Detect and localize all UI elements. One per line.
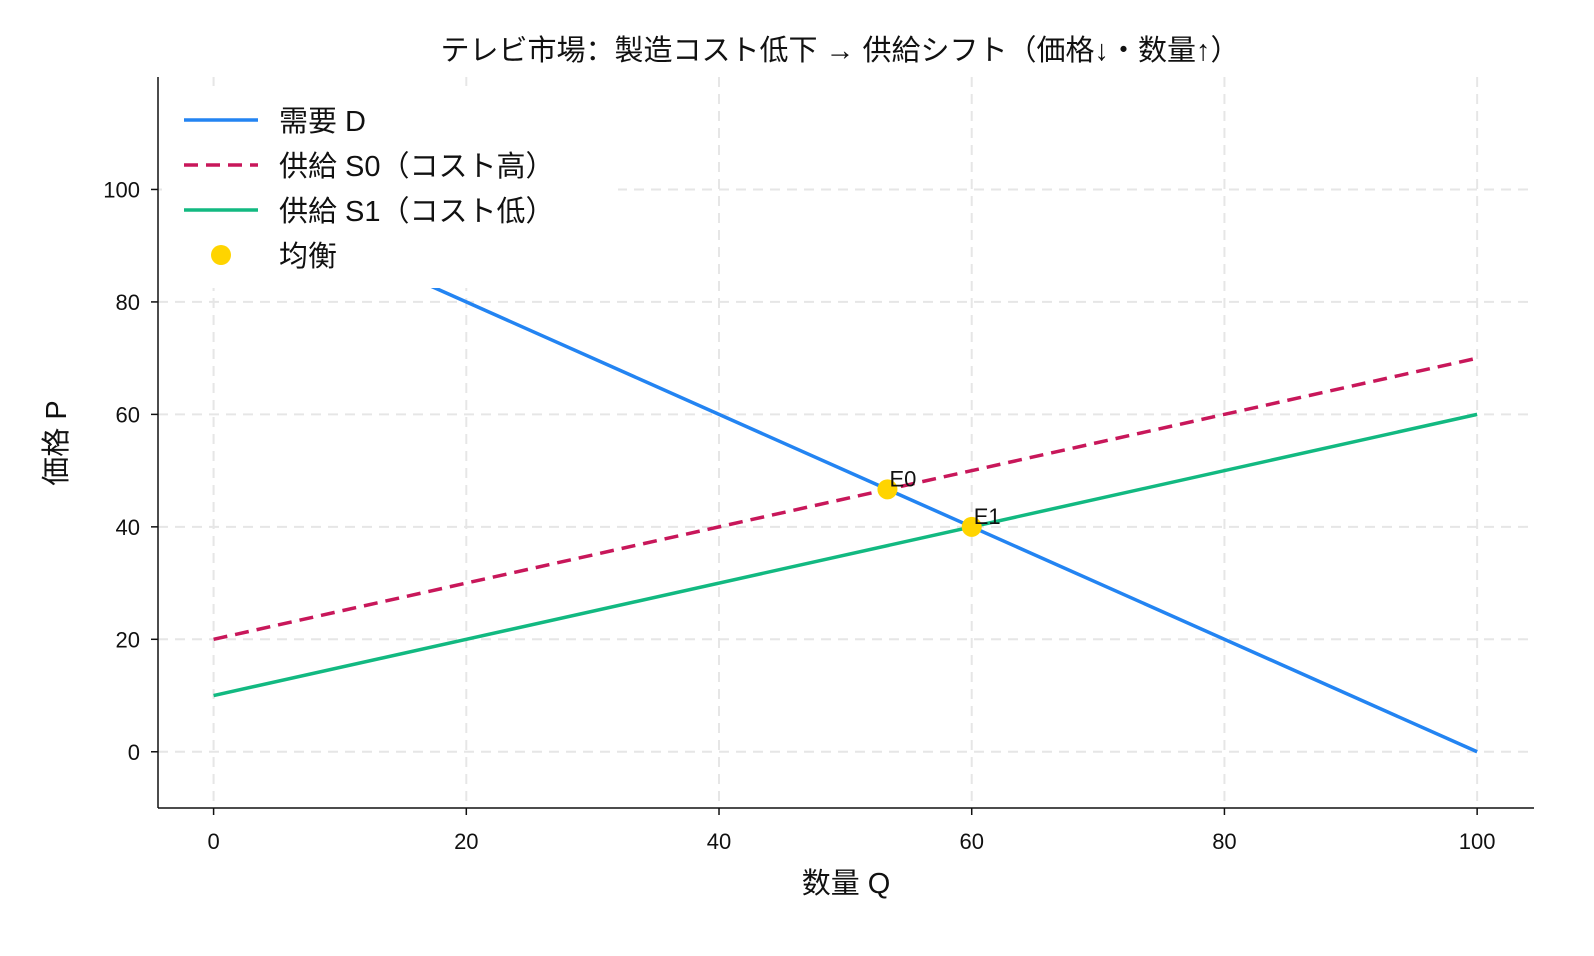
- y-axis-label: 価格 P: [40, 400, 73, 485]
- y-tick-label: 20: [116, 627, 140, 652]
- x-axis-label: 数量 Q: [802, 867, 891, 900]
- grid: [158, 77, 1534, 808]
- y-tick-label: 60: [116, 402, 140, 427]
- x-tick-label: 40: [707, 829, 731, 854]
- y-tick-label: 80: [116, 290, 140, 315]
- chart-title: テレビ市場：製造コスト低下 → 供給シフト（価格↓・数量↑）: [440, 34, 1239, 67]
- x-tick-label: 0: [207, 829, 219, 854]
- axes: 0 20 40 60 80 100 0 20 40 60 80 100: [103, 77, 1534, 854]
- series-line-2: [213, 412, 1478, 698]
- y-tick-label: 40: [116, 515, 140, 540]
- equilibrium-label: E0: [889, 466, 916, 491]
- legend-label-1: 供給 S0（コスト高）: [279, 150, 555, 183]
- x-tick-label: 100: [1459, 829, 1496, 854]
- legend-marker-point: [211, 245, 231, 265]
- x-tick-label: 20: [454, 829, 478, 854]
- x-tick-label: 80: [1212, 829, 1236, 854]
- legend-label-point: 均衡: [279, 240, 337, 273]
- legend-label-0: 需要 D: [279, 106, 366, 138]
- y-tick-label: 0: [128, 740, 140, 765]
- series-line-1: [213, 356, 1478, 642]
- equilibrium-point: [877, 479, 898, 500]
- equilibrium-point: [961, 516, 982, 537]
- equilibrium-points: E0 E1: [877, 466, 1001, 537]
- y-tick-label: 100: [103, 177, 140, 202]
- legend: 需要 D 供給 S0（コスト高） 供給 S1（コスト低） 均衡: [184, 106, 555, 273]
- legend-label-2: 供給 S1（コスト低）: [279, 195, 555, 228]
- equilibrium-label: E1: [974, 504, 1001, 529]
- x-tick-label: 60: [959, 829, 983, 854]
